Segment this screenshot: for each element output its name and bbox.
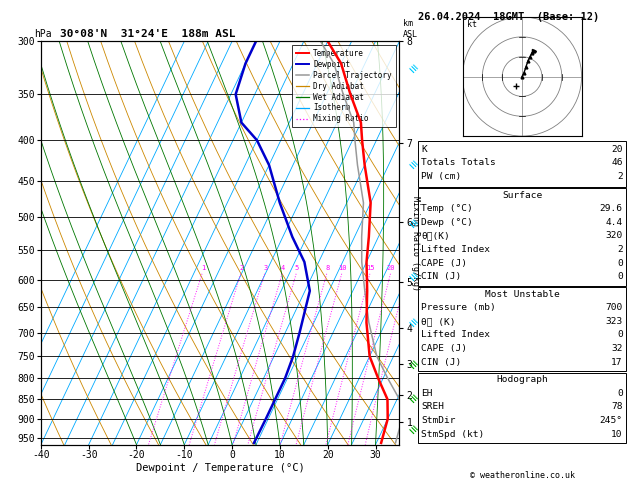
Text: 3: 3	[264, 265, 267, 271]
Text: CAPE (J): CAPE (J)	[421, 344, 467, 353]
Text: ≡: ≡	[404, 315, 419, 330]
Text: 2: 2	[617, 245, 623, 254]
Text: ≡: ≡	[404, 423, 419, 437]
Text: StmSpd (kt): StmSpd (kt)	[421, 430, 485, 439]
Text: θᴇ(K): θᴇ(K)	[421, 231, 450, 241]
Text: 320: 320	[606, 231, 623, 241]
Text: ≡: ≡	[404, 269, 419, 284]
Legend: Temperature, Dewpoint, Parcel Trajectory, Dry Adiabat, Wet Adiabat, Isotherm, Mi: Temperature, Dewpoint, Parcel Trajectory…	[292, 45, 396, 127]
Text: 17: 17	[611, 358, 623, 367]
Text: ≡: ≡	[404, 358, 419, 373]
Text: 20: 20	[387, 265, 396, 271]
Text: 32: 32	[611, 344, 623, 353]
Text: Dewp (°C): Dewp (°C)	[421, 218, 473, 227]
Text: 323: 323	[606, 317, 623, 326]
Text: 26.04.2024  18GMT  (Base: 12): 26.04.2024 18GMT (Base: 12)	[418, 12, 599, 22]
Text: Surface: Surface	[502, 191, 542, 200]
Text: 15: 15	[366, 265, 375, 271]
Text: CIN (J): CIN (J)	[421, 358, 462, 367]
Text: Totals Totals: Totals Totals	[421, 158, 496, 168]
Text: km
ASL: km ASL	[403, 19, 418, 39]
Text: hPa: hPa	[35, 29, 52, 39]
Text: CAPE (J): CAPE (J)	[421, 259, 467, 268]
Text: ≡: ≡	[404, 392, 419, 407]
Text: 245°: 245°	[599, 416, 623, 425]
Text: 4.4: 4.4	[606, 218, 623, 227]
Text: kt: kt	[467, 20, 477, 29]
Text: ≡: ≡	[404, 216, 419, 231]
Text: PW (cm): PW (cm)	[421, 172, 462, 181]
X-axis label: Dewpoint / Temperature (°C): Dewpoint / Temperature (°C)	[136, 463, 304, 473]
Text: ≡: ≡	[404, 62, 419, 76]
Text: Lifted Index: Lifted Index	[421, 330, 491, 340]
Text: 30°08'N  31°24'E  188m ASL: 30°08'N 31°24'E 188m ASL	[60, 29, 235, 39]
Text: 0: 0	[617, 259, 623, 268]
Text: 700: 700	[606, 303, 623, 312]
Text: EH: EH	[421, 389, 433, 398]
Text: 29.6: 29.6	[599, 204, 623, 213]
Text: 1: 1	[201, 265, 205, 271]
Text: Temp (°C): Temp (°C)	[421, 204, 473, 213]
Text: Mixing Ratio (g/kg): Mixing Ratio (g/kg)	[411, 195, 420, 291]
Text: Pressure (mb): Pressure (mb)	[421, 303, 496, 312]
Text: 10: 10	[611, 430, 623, 439]
Text: 0: 0	[617, 330, 623, 340]
Text: 2: 2	[617, 172, 623, 181]
Text: Most Unstable: Most Unstable	[485, 290, 559, 299]
Text: ≡: ≡	[404, 158, 419, 173]
Text: 78: 78	[611, 402, 623, 412]
Text: StmDir: StmDir	[421, 416, 456, 425]
Text: SREH: SREH	[421, 402, 445, 412]
Text: © weatheronline.co.uk: © weatheronline.co.uk	[470, 471, 574, 480]
Text: θᴇ (K): θᴇ (K)	[421, 317, 456, 326]
Text: 0: 0	[617, 389, 623, 398]
Text: 20: 20	[611, 145, 623, 154]
Text: Hodograph: Hodograph	[496, 375, 548, 384]
Text: 8: 8	[325, 265, 330, 271]
Text: 2: 2	[240, 265, 243, 271]
Text: Lifted Index: Lifted Index	[421, 245, 491, 254]
Text: K: K	[421, 145, 427, 154]
Text: CIN (J): CIN (J)	[421, 272, 462, 281]
Text: 10: 10	[338, 265, 347, 271]
Text: 0: 0	[617, 272, 623, 281]
Text: 5: 5	[295, 265, 299, 271]
Text: 46: 46	[611, 158, 623, 168]
Text: 4: 4	[281, 265, 285, 271]
